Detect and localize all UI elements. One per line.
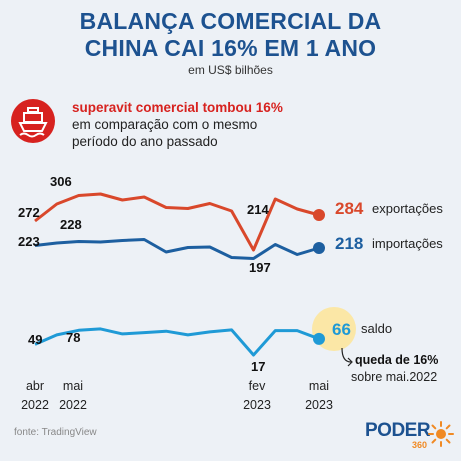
- series-line-exportações: [34, 192, 320, 252]
- series-line-saldo: [34, 327, 320, 357]
- label-bal-start: 49: [28, 332, 42, 347]
- title-line-2: CHINA CAI 16% EM 1 ANO: [84, 35, 377, 61]
- label-bal-low: 17: [251, 359, 265, 374]
- series-line-importações: [34, 238, 320, 260]
- poder360-logo: PODER 360: [365, 418, 455, 452]
- logo-number: 360: [412, 440, 428, 450]
- annotation-arrow: [341, 347, 352, 363]
- tick-year-2023b: 2023: [305, 398, 333, 412]
- tick-month-abr: abr: [26, 379, 44, 393]
- tick-month-fev: fev: [249, 379, 266, 393]
- source-note: fonte: TradingView: [14, 427, 97, 438]
- end-marker-importações: [313, 242, 325, 254]
- label-imp-may: 228: [60, 217, 82, 232]
- callout-line-2: período do ano passado: [72, 134, 218, 149]
- end-marker-exportações: [313, 209, 325, 221]
- label-bal-series: saldo: [361, 321, 392, 336]
- label-exp-end: 284: [335, 199, 364, 218]
- label-exp-series: exportações: [372, 201, 443, 216]
- annotation-line-1: queda de 16%: [355, 353, 438, 367]
- callout-text: superavit comercial tombou 16% em compar…: [72, 99, 322, 150]
- label-exp-may: 306: [50, 174, 72, 189]
- label-exp-low: 214: [247, 202, 269, 217]
- label-imp-start: 223: [18, 234, 40, 249]
- label-bal-end: 66: [332, 320, 351, 339]
- label-imp-end: 218: [335, 234, 363, 253]
- tick-year-2023a: 2023: [243, 398, 271, 412]
- tick-month-mai22: mai: [63, 379, 83, 393]
- callout-highlight: superavit comercial tombou 16%: [72, 100, 283, 115]
- tick-year-2022a: 2022: [21, 398, 49, 412]
- sun-icon: [428, 421, 454, 447]
- annotation-line-2: sobre mai.2022: [351, 370, 437, 384]
- tick-year-2022b: 2022: [59, 398, 87, 412]
- cargo-ship-icon: [11, 99, 55, 143]
- title-line-1: BALANÇA COMERCIAL DA: [79, 8, 382, 34]
- tick-month-mai23: mai: [309, 379, 329, 393]
- callout-line-1: em comparação com o mesmo: [72, 117, 258, 132]
- page-title: BALANÇA COMERCIAL DA CHINA CAI 16% EM 1 …: [0, 8, 461, 62]
- label-exp-start: 272: [18, 205, 40, 220]
- end-marker-saldo: [313, 332, 325, 345]
- label-bal-may: 78: [66, 330, 80, 345]
- logo-word: PODER: [365, 420, 431, 441]
- label-imp-low: 197: [249, 260, 271, 275]
- subtitle: em US$ bilhões: [188, 63, 273, 77]
- label-imp-series: importações: [372, 236, 443, 251]
- end-markers: [313, 209, 325, 345]
